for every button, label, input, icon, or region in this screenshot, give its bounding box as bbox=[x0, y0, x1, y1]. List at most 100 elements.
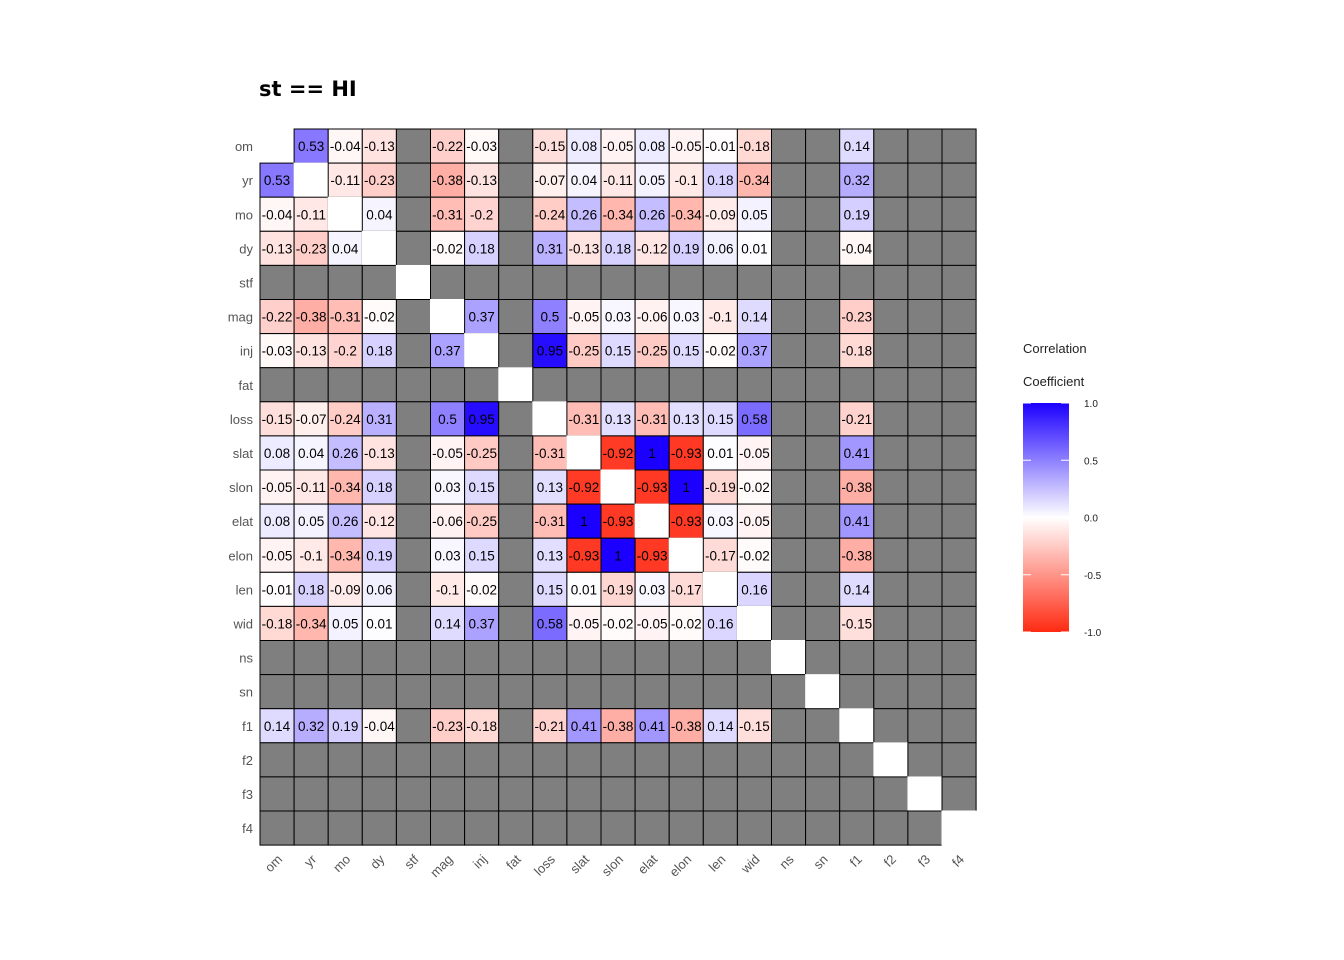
cell-value-label: -0.31 bbox=[534, 514, 565, 529]
cell-value-label: -0.05 bbox=[262, 548, 293, 563]
legend-tick-label: 0.0 bbox=[1084, 514, 1098, 525]
cell-value-label: 0.01 bbox=[366, 616, 392, 631]
heatmap-cell-f4-inj bbox=[464, 810, 500, 846]
y-tick-label-yr: yr bbox=[242, 173, 254, 188]
cell-value-label: 0.16 bbox=[707, 616, 733, 631]
cell-value-label: 0.41 bbox=[571, 719, 597, 734]
cell-value-label: 0.15 bbox=[537, 582, 563, 597]
cell-value-label: 0.26 bbox=[571, 207, 597, 222]
cell-value-label: -0.05 bbox=[671, 139, 702, 154]
heatmap-cell-om-slon bbox=[600, 128, 636, 164]
heatmap-cell-dy-elon bbox=[668, 230, 704, 266]
heatmap-cell-f2-ns bbox=[771, 742, 807, 778]
heatmap-cell-f3-sn bbox=[805, 776, 841, 812]
cell-value-label: -0.38 bbox=[432, 173, 463, 188]
heatmap-cell-mag-elat bbox=[634, 299, 670, 335]
heatmap-cell-stf-stf bbox=[395, 264, 431, 300]
heatmap-cell-stf-dy bbox=[361, 264, 397, 300]
cell-value-label: 0.05 bbox=[639, 173, 665, 188]
cell-value-label: 0.01 bbox=[707, 446, 733, 461]
y-tick-label-inj: inj bbox=[240, 344, 253, 359]
cell-value-label: -0.2 bbox=[334, 344, 357, 359]
heatmap-cell-ns-yr bbox=[293, 640, 329, 676]
heatmap-cell-f1-f1 bbox=[839, 708, 875, 744]
cell-value-label: -0.15 bbox=[262, 412, 293, 427]
cell-value-label: 0.04 bbox=[298, 446, 325, 461]
cell-value-label: 0.14 bbox=[844, 582, 871, 597]
cell-value-label: 0.15 bbox=[673, 344, 699, 359]
heatmap-cell-mag-sn bbox=[805, 299, 841, 335]
heatmap-cell-wid-dy bbox=[361, 605, 397, 642]
heatmap-cell-yr-slon bbox=[600, 162, 636, 198]
x-tick-label-mo: mo bbox=[330, 852, 353, 875]
heatmap-cell-f4-loss bbox=[532, 810, 568, 846]
heatmap-cell-loss-f4 bbox=[941, 401, 977, 437]
y-tick-label-om: om bbox=[235, 139, 253, 154]
heatmap-cell-inj-f1 bbox=[839, 333, 875, 369]
x-tick-label-len: len bbox=[706, 852, 729, 875]
heatmap-cell-wid-elat bbox=[634, 605, 670, 642]
heatmap-cell-mag-slat bbox=[566, 299, 602, 335]
heatmap-cell-elon-stf bbox=[395, 537, 431, 573]
heatmap-cell-mag-f2 bbox=[873, 299, 909, 335]
heatmap-cell-f4-mag bbox=[430, 810, 466, 846]
cell-value-label: -0.21 bbox=[534, 719, 565, 734]
heatmap-cell-mo-om bbox=[259, 196, 295, 232]
heatmap-cell-elat-slon bbox=[600, 503, 636, 539]
heatmap-cell-ns-inj bbox=[464, 640, 500, 676]
heatmap-cell-inj-ns bbox=[771, 333, 807, 369]
cell-value-label: -0.1 bbox=[436, 582, 459, 597]
cell-value-label: -0.93 bbox=[569, 548, 600, 563]
cell-value-label: -0.23 bbox=[432, 719, 463, 734]
heatmap-cell-om-sn bbox=[805, 128, 841, 164]
heatmap-cell-slon-ns bbox=[771, 469, 807, 505]
heatmap-cell-f2-f4 bbox=[941, 742, 977, 778]
heatmap-cell-mag-f4 bbox=[941, 299, 977, 335]
cell-value-label: -0.05 bbox=[569, 310, 600, 325]
heatmap-cell-inj-stf bbox=[395, 333, 431, 369]
heatmap-cell-len-stf bbox=[395, 571, 431, 607]
x-tick-label-f1: f1 bbox=[847, 852, 865, 870]
heatmap-cell-f3-mo bbox=[327, 776, 363, 812]
heatmap-cell-stf-len bbox=[702, 264, 738, 300]
heatmap-cell-yr-inj bbox=[464, 162, 500, 198]
cell-value-label: -0.07 bbox=[296, 412, 327, 427]
heatmap-cell-f1-slon bbox=[600, 708, 636, 744]
heatmap-cell-sn-om bbox=[259, 674, 295, 710]
heatmap-cell-ns-slat bbox=[566, 640, 602, 676]
cell-value-label: -0.13 bbox=[364, 139, 395, 154]
heatmap-cell-elon-f1 bbox=[839, 537, 875, 573]
heatmap-cell-wid-f2 bbox=[873, 605, 909, 642]
y-tick-label-len: len bbox=[236, 582, 253, 597]
cell-value-label: -0.19 bbox=[705, 480, 736, 495]
cell-value-label: -0.18 bbox=[262, 616, 293, 631]
heatmap-cell-ns-mo bbox=[327, 640, 363, 676]
heatmap-cell-yr-slat bbox=[566, 162, 602, 198]
heatmap-cell-ns-ns bbox=[771, 640, 807, 676]
heatmap-cell-elat-inj bbox=[464, 503, 500, 539]
cell-value-label: 0.19 bbox=[366, 548, 392, 563]
heatmap-cell-slat-loss bbox=[532, 435, 568, 471]
cell-value-label: 0.18 bbox=[366, 480, 392, 495]
heatmap-cell-elat-dy bbox=[361, 503, 397, 539]
heatmap-cell-yr-om bbox=[259, 162, 295, 198]
cell-value-label: 0.58 bbox=[741, 412, 767, 427]
cell-value-label: -0.05 bbox=[432, 446, 463, 461]
x-tick-label-f2: f2 bbox=[881, 852, 899, 870]
cell-value-label: -0.24 bbox=[330, 412, 361, 427]
cell-value-label: -0.31 bbox=[569, 412, 600, 427]
heatmap-cell-slat-sn bbox=[805, 435, 841, 471]
cell-value-label: 1 bbox=[580, 514, 588, 529]
heatmap-cell-f3-f2 bbox=[873, 776, 909, 812]
y-axis-tick-labels: om yr mo dy stf mag inj fat loss slat slon elat elon… bbox=[228, 139, 254, 836]
heatmap-cell-slon-f4 bbox=[941, 469, 977, 505]
heatmap-cell-mo-inj bbox=[464, 196, 500, 232]
heatmap-cell-f2-yr bbox=[293, 742, 329, 778]
x-tick-label-slon: slon bbox=[599, 852, 626, 879]
heatmap-cell-slon-f3 bbox=[907, 469, 943, 505]
heatmap-cell-elon-fat bbox=[498, 537, 534, 573]
heatmap-cell-loss-f1 bbox=[839, 401, 875, 437]
cell-value-label: -0.09 bbox=[330, 582, 361, 597]
cell-value-label: 0.08 bbox=[571, 139, 597, 154]
